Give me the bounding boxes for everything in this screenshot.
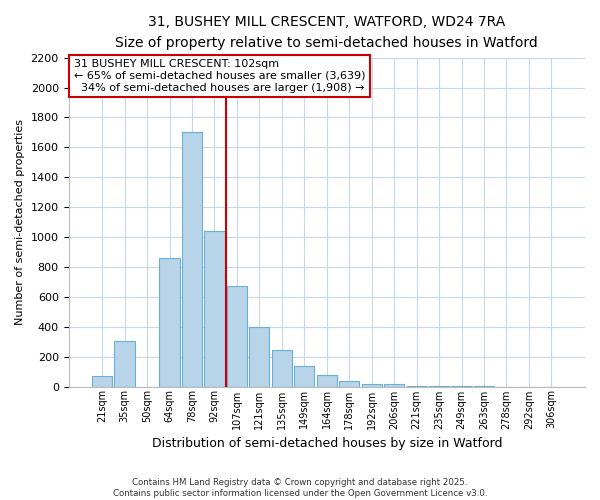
Text: 31 BUSHEY MILL CRESCENT: 102sqm
← 65% of semi-detached houses are smaller (3,639: 31 BUSHEY MILL CRESCENT: 102sqm ← 65% of… bbox=[74, 60, 365, 92]
Bar bbox=[205, 231, 224, 386]
Bar bbox=[182, 132, 202, 386]
X-axis label: Distribution of semi-detached houses by size in Watford: Distribution of semi-detached houses by … bbox=[152, 437, 502, 450]
Bar bbox=[317, 374, 337, 386]
Bar bbox=[339, 382, 359, 386]
Text: Contains HM Land Registry data © Crown copyright and database right 2025.
Contai: Contains HM Land Registry data © Crown c… bbox=[113, 478, 487, 498]
Bar bbox=[227, 286, 247, 386]
Title: 31, BUSHEY MILL CRESCENT, WATFORD, WD24 7RA
Size of property relative to semi-de: 31, BUSHEY MILL CRESCENT, WATFORD, WD24 … bbox=[115, 15, 538, 50]
Bar bbox=[249, 328, 269, 386]
Bar bbox=[362, 384, 382, 386]
Bar bbox=[294, 366, 314, 386]
Bar bbox=[384, 384, 404, 386]
Y-axis label: Number of semi-detached properties: Number of semi-detached properties bbox=[15, 119, 25, 325]
Bar bbox=[160, 258, 179, 386]
Bar bbox=[92, 376, 112, 386]
Bar bbox=[272, 350, 292, 387]
Bar bbox=[115, 341, 134, 386]
